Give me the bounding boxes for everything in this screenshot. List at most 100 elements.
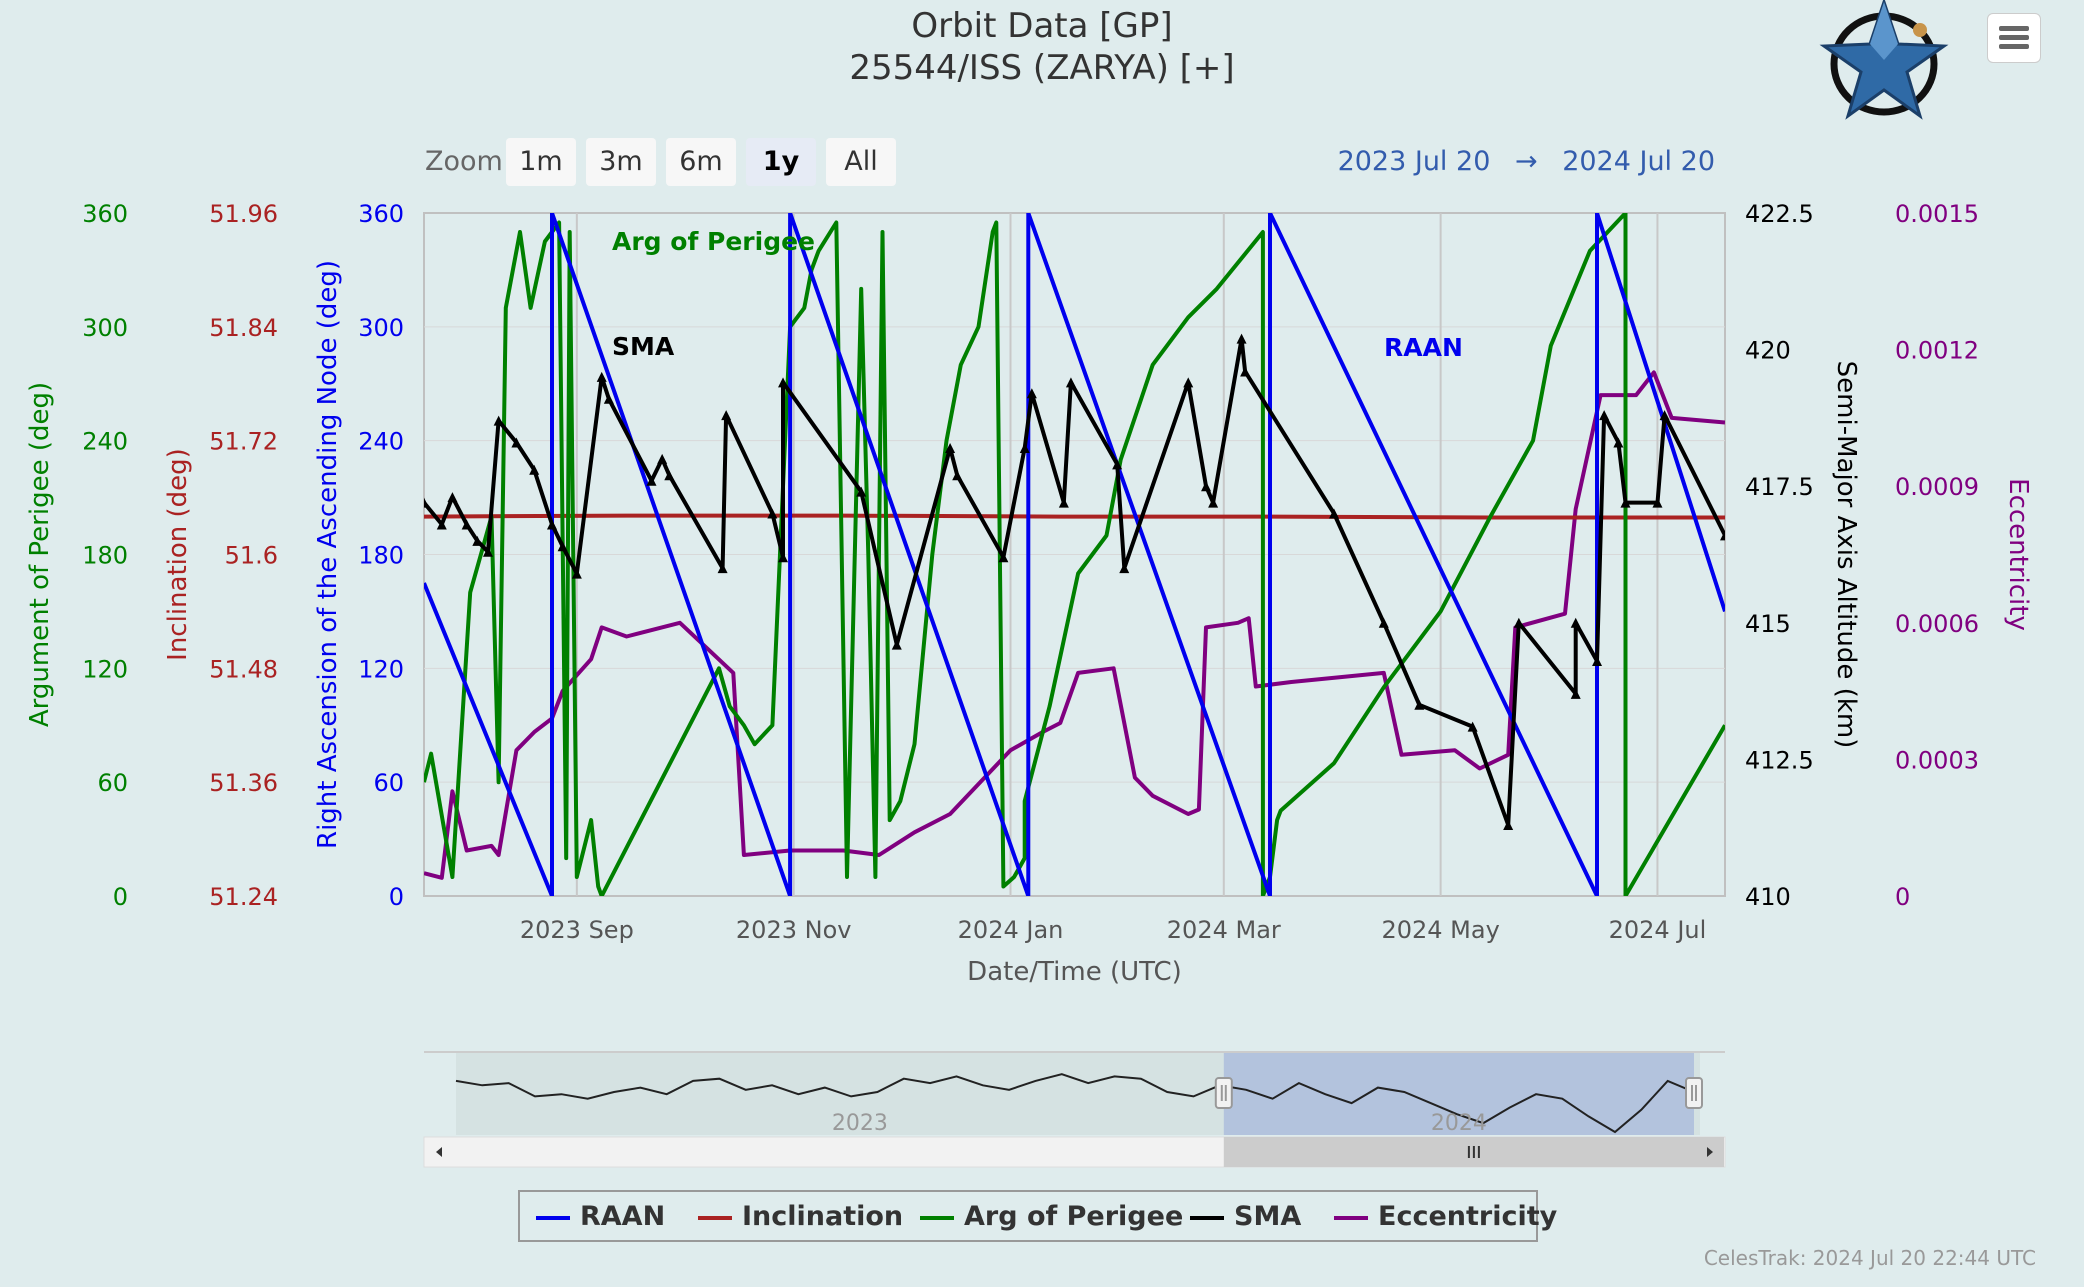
sma-point-marker — [571, 568, 582, 579]
raan-axis-title: Right Ascension of the Ascending Node (d… — [313, 260, 343, 849]
sma-point-marker — [1620, 497, 1631, 508]
sma-point-marker — [461, 519, 472, 530]
date-range: 2023 Jul 20 → 2024 Jul 20 — [1330, 146, 1715, 177]
sma-point-marker — [1183, 377, 1194, 388]
argp-tick-label: 120 — [82, 655, 128, 683]
legend-swatch — [536, 1216, 570, 1220]
series-group — [424, 213, 1725, 896]
sma-point-marker — [1592, 656, 1603, 667]
legend-swatch — [1190, 1216, 1224, 1220]
zoom-all-button[interactable]: All — [826, 138, 896, 186]
sma-point-marker — [1208, 497, 1219, 508]
sma-point-marker — [1720, 530, 1725, 541]
navigator-year-label: 2024 — [1431, 1111, 1487, 1136]
raan-tick-label: 360 — [358, 200, 404, 228]
raan-tick-label: 0 — [389, 883, 404, 911]
navigator-handle — [1685, 1077, 1703, 1109]
sma-point-marker — [472, 535, 483, 546]
sma-point-marker — [1328, 508, 1339, 519]
sma-point-marker — [767, 508, 778, 519]
x-tick-label: 2023 Nov — [736, 916, 852, 944]
sma-point-marker — [529, 464, 540, 475]
annotation-arg-of-perigee: Arg of Perigee — [612, 227, 815, 256]
argp-tick-label: 240 — [82, 428, 128, 456]
sma-tick-label: 422.5 — [1745, 200, 1814, 228]
sma-point-marker — [1240, 366, 1251, 377]
ecc-tick-label: 0.0015 — [1895, 200, 1979, 228]
series-line-eccentricity — [424, 370, 1725, 880]
sma-point-marker — [493, 415, 504, 426]
sma-tick-label: 417.5 — [1745, 473, 1814, 501]
incl-tick-label: 51.84 — [209, 314, 278, 342]
argp-tick-label: 180 — [82, 542, 128, 570]
incl-tick-label: 51.24 — [209, 883, 278, 911]
x-tick-label: 2024 Jan — [958, 916, 1064, 944]
range-from-input[interactable]: 2023 Jul 20 — [1337, 146, 1491, 177]
legend-label: RAAN — [580, 1201, 666, 1232]
ecc-axis-title: Eccentricity — [2003, 478, 2033, 631]
sma-point-marker — [1236, 333, 1247, 344]
sma-point-marker — [1467, 721, 1478, 732]
sma-point-marker — [1119, 563, 1130, 574]
legend-label: Arg of Perigee — [964, 1201, 1184, 1232]
series-line-inclination — [424, 513, 1725, 520]
arrow-right-icon — [1707, 1147, 1713, 1157]
hamburger-menu-icon[interactable] — [1987, 13, 2041, 63]
ecc-tick-label: 0.0006 — [1895, 610, 1979, 638]
sma-point-marker — [1613, 437, 1624, 448]
zoom-1y-button[interactable]: 1y — [746, 138, 816, 186]
sma-point-marker — [511, 437, 522, 448]
x-tick-label: 2024 Jul — [1609, 916, 1707, 944]
sma-point-marker — [856, 486, 867, 497]
sma-point-marker — [998, 552, 1009, 563]
sma-point-marker — [1201, 481, 1212, 492]
sma-point-marker — [717, 563, 728, 574]
sma-point-marker — [891, 639, 902, 650]
x-axis-title: Date/Time (UTC) — [967, 957, 1182, 987]
navigator-sma-line — [455, 1073, 1695, 1134]
sma-point-marker — [1026, 388, 1037, 399]
chart-subtitle[interactable]: 25544/ISS (ZARYA) [+] — [849, 48, 1235, 88]
navigator-year-label: 2023 — [832, 1111, 888, 1136]
incl-tick-label: 51.36 — [209, 769, 278, 797]
sma-point-marker — [1414, 699, 1425, 710]
legend-label: Eccentricity — [1378, 1201, 1558, 1232]
incl-tick-label: 51.48 — [209, 655, 278, 683]
range-to-input[interactable]: 2024 Jul 20 — [1562, 146, 1715, 177]
sma-point-marker — [1019, 442, 1030, 453]
navigator-scrollbar-track — [423, 1136, 1726, 1168]
sma-point-marker — [596, 371, 607, 382]
legend-swatch — [1334, 1216, 1368, 1220]
zoom-3m-button[interactable]: 3m — [586, 138, 656, 186]
incl-tick-label: 51.6 — [225, 542, 278, 570]
series-line-arg-of-perigee — [424, 213, 1725, 896]
plot-border — [423, 212, 1726, 897]
arrow-left-icon — [436, 1147, 442, 1157]
x-tick-label: 2024 Mar — [1167, 916, 1281, 944]
sma-point-marker — [603, 393, 614, 404]
raan-tick-label: 60 — [373, 769, 404, 797]
celestrak-star-logo[interactable] — [1812, 0, 1958, 122]
sma-point-marker — [952, 470, 963, 481]
raan-tick-label: 240 — [358, 428, 404, 456]
sma-point-marker — [1058, 497, 1069, 508]
incl-axis-title: Inclination (deg) — [163, 448, 193, 661]
sma-tick-label: 410 — [1745, 883, 1791, 911]
argp-tick-label: 0 — [113, 883, 128, 911]
argp-tick-label: 60 — [97, 769, 128, 797]
sma-point-marker — [546, 519, 557, 530]
sma-point-marker — [657, 453, 668, 464]
credits[interactable]: CelesTrak: 2024 Jul 20 22:44 UTC — [1703, 1246, 2036, 1270]
argp-tick-label: 360 — [82, 200, 128, 228]
legend-swatch — [920, 1216, 954, 1220]
zoom-6m-button[interactable]: 6m — [666, 138, 736, 186]
x-tick-label: 2024 May — [1381, 916, 1499, 944]
sma-point-marker — [1599, 410, 1610, 421]
sma-point-marker — [1503, 819, 1514, 830]
x-tick-label: 2023 Sep — [520, 916, 634, 944]
navigator-data-area — [456, 1053, 1700, 1135]
sma-point-marker — [664, 470, 675, 481]
zoom-1m-button[interactable]: 1m — [506, 138, 576, 186]
sma-point-marker — [778, 377, 789, 388]
